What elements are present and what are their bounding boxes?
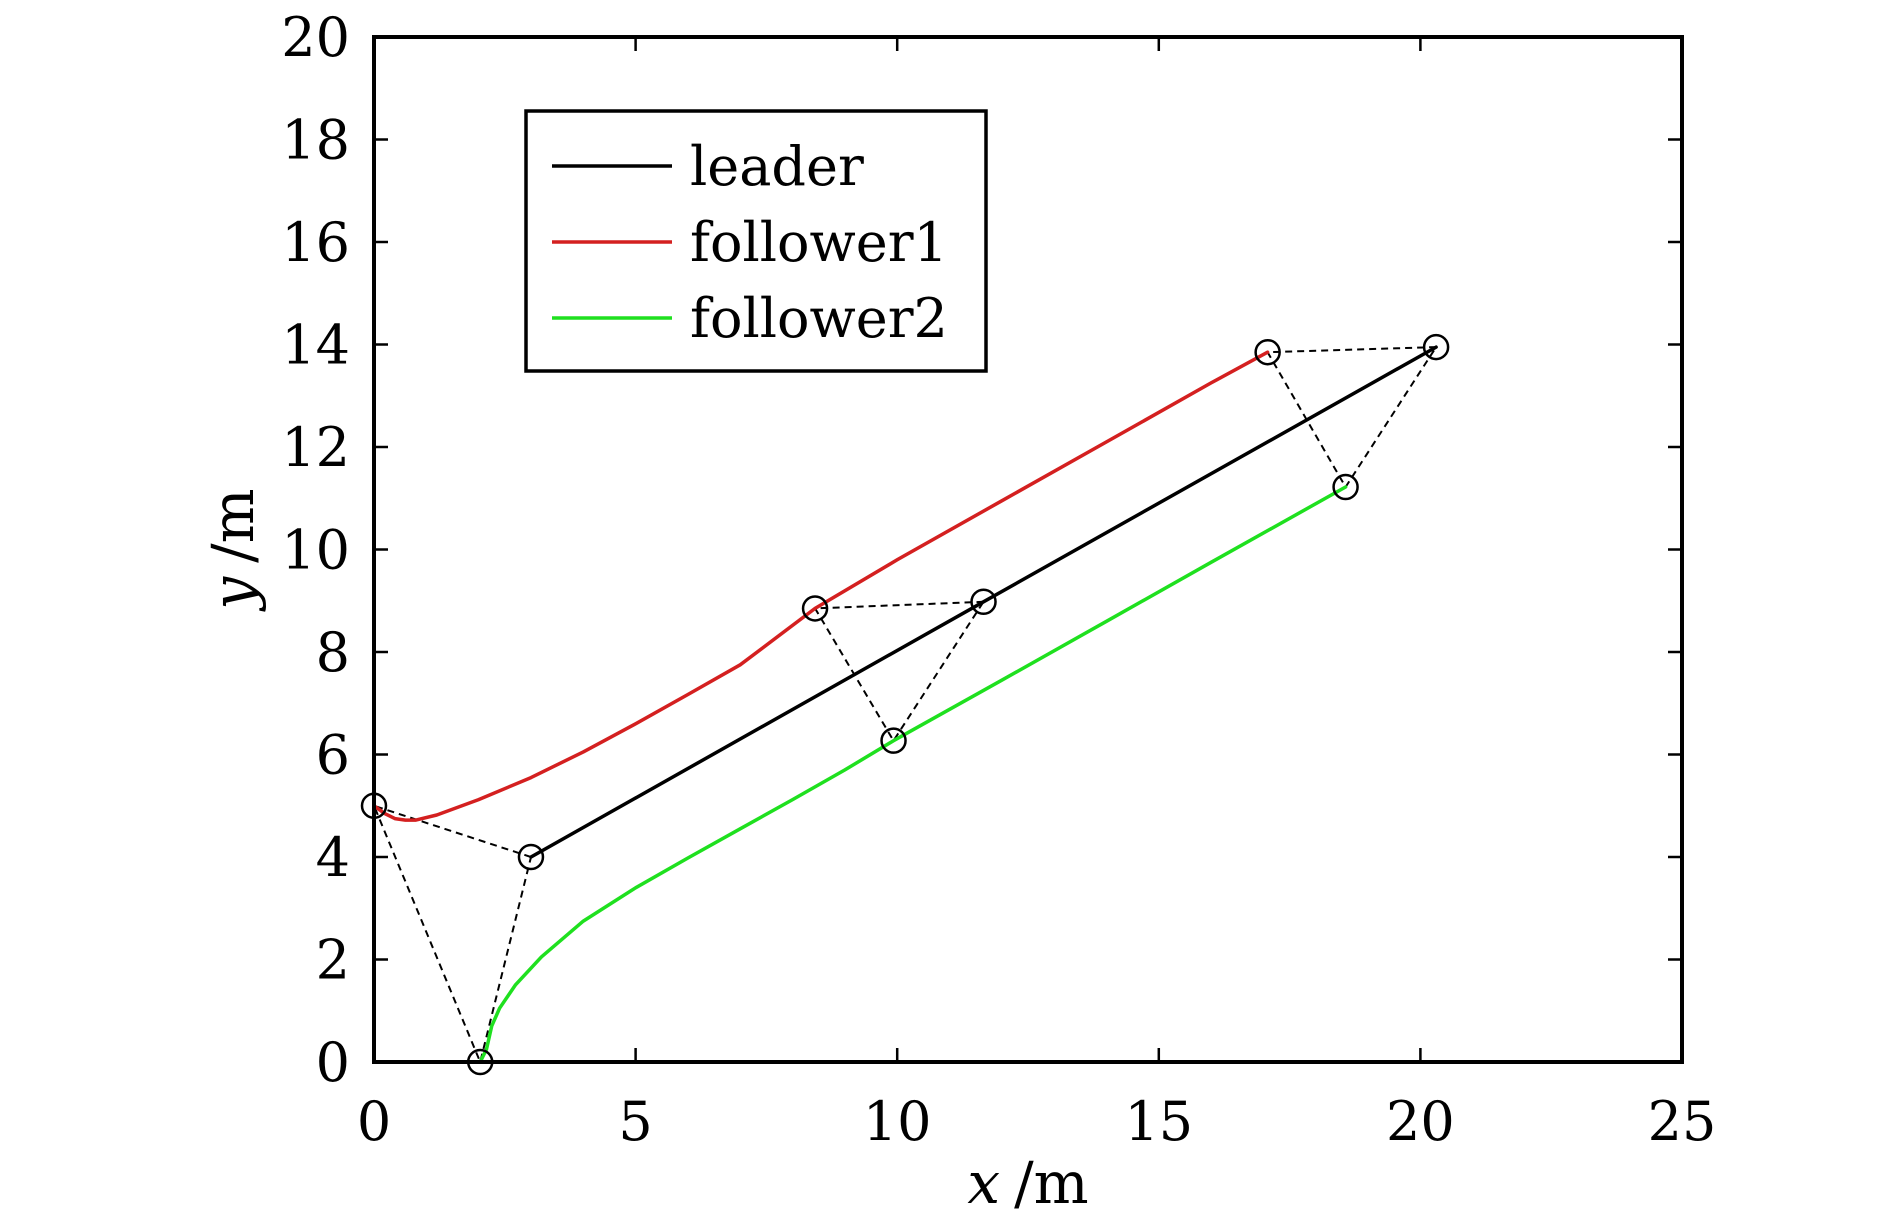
x-tick-label: 5 [618,1090,652,1153]
series-line-follower1 [372,350,1270,822]
series-layer [372,345,1438,1064]
x-axis-label: x/m [967,1149,1088,1217]
y-tick-label: 8 [316,621,350,684]
robot-position-marker [1422,333,1450,361]
x-tick-label: 0 [357,1090,391,1153]
legend-label-follower1: follower1 [690,211,948,274]
y-tick-label: 2 [316,929,350,992]
y-tick-label: 20 [281,6,350,69]
y-tick-label: 16 [281,211,350,274]
x-tick-label: 20 [1386,1090,1455,1153]
x-tick-label: 15 [1124,1090,1193,1153]
plot-frame [372,35,1684,1064]
y-tick-label: 18 [281,109,350,172]
x-tick-label: 10 [863,1090,932,1153]
legend-label-follower2: follower2 [690,287,948,350]
y-axis-label: y/m [199,488,267,612]
legend: leader follower1 follower2 [524,109,988,373]
robot-position-marker [1254,338,1281,366]
robot-position-marker [880,727,907,754]
x-tick-label: 25 [1648,1090,1717,1153]
tick-layer: 0 5 10 15 20 25 0 2 4 6 8 10 12 14 16 18 20 [281,6,1716,1153]
y-tick-label: 4 [316,826,350,889]
y-tick-label: 0 [316,1031,350,1094]
y-tick-label: 12 [281,416,350,479]
robot-position-marker [801,595,829,622]
formation-triangle-1 [372,804,533,1066]
y-tick-label: 6 [316,724,350,787]
y-tick-label: 14 [281,314,350,377]
y-tick-label: 10 [281,519,350,582]
robot-position-marker [970,588,997,616]
robot-position-marker [1332,473,1359,501]
series-line-follower2 [478,485,1348,1064]
legend-label-leader: leader [690,135,864,198]
series-line-leader [529,345,1438,859]
robot-position-marker [517,843,545,871]
